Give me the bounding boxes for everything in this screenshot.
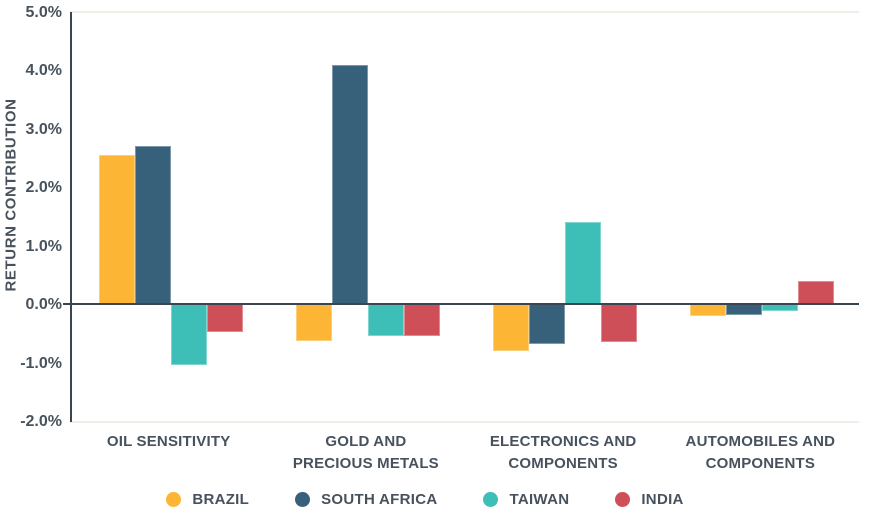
y-axis-line: [70, 12, 72, 422]
y-tick-label: -1.0%: [20, 354, 62, 372]
bar-taiwan-electronics-and-components: [565, 222, 602, 305]
legend-item-india: INDIA: [615, 491, 683, 508]
bar-taiwan-gold-and-precious-metals: [367, 304, 404, 337]
x-category-label-electronics-and-components: ELECTRONICS AND COMPONENTS: [465, 431, 662, 475]
zero-baseline: [70, 303, 859, 306]
x-category-label-line: ELECTRONICS AND: [489, 433, 637, 450]
bar-south-africa-oil-sensitivity: [134, 146, 171, 305]
legend-item-south-africa: SOUTH AFRICA: [295, 491, 437, 508]
x-category-label-line: PRECIOUS METALS: [292, 455, 439, 472]
legend-circle-marker: [483, 492, 499, 507]
bar-south-africa-gold-and-precious-metals: [331, 64, 368, 305]
bar-brazil-automobiles-and-components: [690, 304, 727, 317]
x-category-label-line: AUTOMOBILES AND: [685, 433, 836, 450]
bar-taiwan-oil-sensitivity: [170, 304, 207, 366]
x-category-label-line: GOLD AND: [325, 433, 407, 450]
legend-circle-marker: [166, 492, 182, 507]
y-tick-label: 1.0%: [25, 237, 62, 255]
y-tick-label: -2.0%: [20, 413, 62, 430]
y-tick-label: 3.0%: [25, 120, 62, 138]
legend-label: BRAZIL: [192, 491, 250, 508]
y-tick-label: 5.0%: [25, 4, 62, 21]
bar-brazil-oil-sensitivity: [98, 155, 135, 305]
bar-india-oil-sensitivity: [206, 304, 243, 333]
bar-india-gold-and-precious-metals: [403, 304, 440, 336]
legend-circle-marker: [615, 492, 631, 507]
legend-label: SOUTH AFRICA: [321, 491, 438, 508]
x-category-label-line: OIL SENSITIVITY: [106, 433, 231, 450]
zero-tick-mark: [63, 303, 70, 306]
legend-item-taiwan: TAIWAN: [483, 491, 569, 508]
legend-label: INDIA: [641, 491, 684, 508]
y-tick-label: 2.0%: [25, 179, 62, 197]
bar-india-automobiles-and-components: [798, 280, 835, 305]
y-tick-label: 0.0%: [25, 296, 62, 314]
x-category-label-oil-sensitivity: OIL SENSITIVITY: [70, 431, 267, 453]
y-tick-label: 4.0%: [25, 62, 62, 80]
gridline-top: [70, 11, 859, 13]
bar-south-africa-automobiles-and-components: [726, 304, 763, 316]
bar-south-africa-electronics-and-components: [529, 304, 566, 344]
gridline-bottom: [70, 421, 859, 423]
legend-item-brazil: BRAZIL: [166, 491, 249, 508]
x-category-label-gold-and-precious-metals: GOLD AND PRECIOUS METALS: [267, 431, 464, 475]
x-category-label-automobiles-and-components: AUTOMOBILES AND COMPONENTS: [662, 431, 859, 475]
legend-label: TAIWAN: [509, 491, 570, 508]
legend: BRAZIL SOUTH AFRICA TAIWAN INDIA: [0, 491, 850, 508]
x-category-label-line: COMPONENTS: [508, 455, 618, 472]
bar-brazil-electronics-and-components: [493, 304, 530, 351]
bar-brazil-gold-and-precious-metals: [295, 304, 332, 341]
legend-circle-marker: [295, 492, 311, 507]
bar-india-electronics-and-components: [601, 304, 638, 342]
x-category-label-line: COMPONENTS: [705, 455, 816, 472]
bar-taiwan-automobiles-and-components: [762, 304, 799, 312]
